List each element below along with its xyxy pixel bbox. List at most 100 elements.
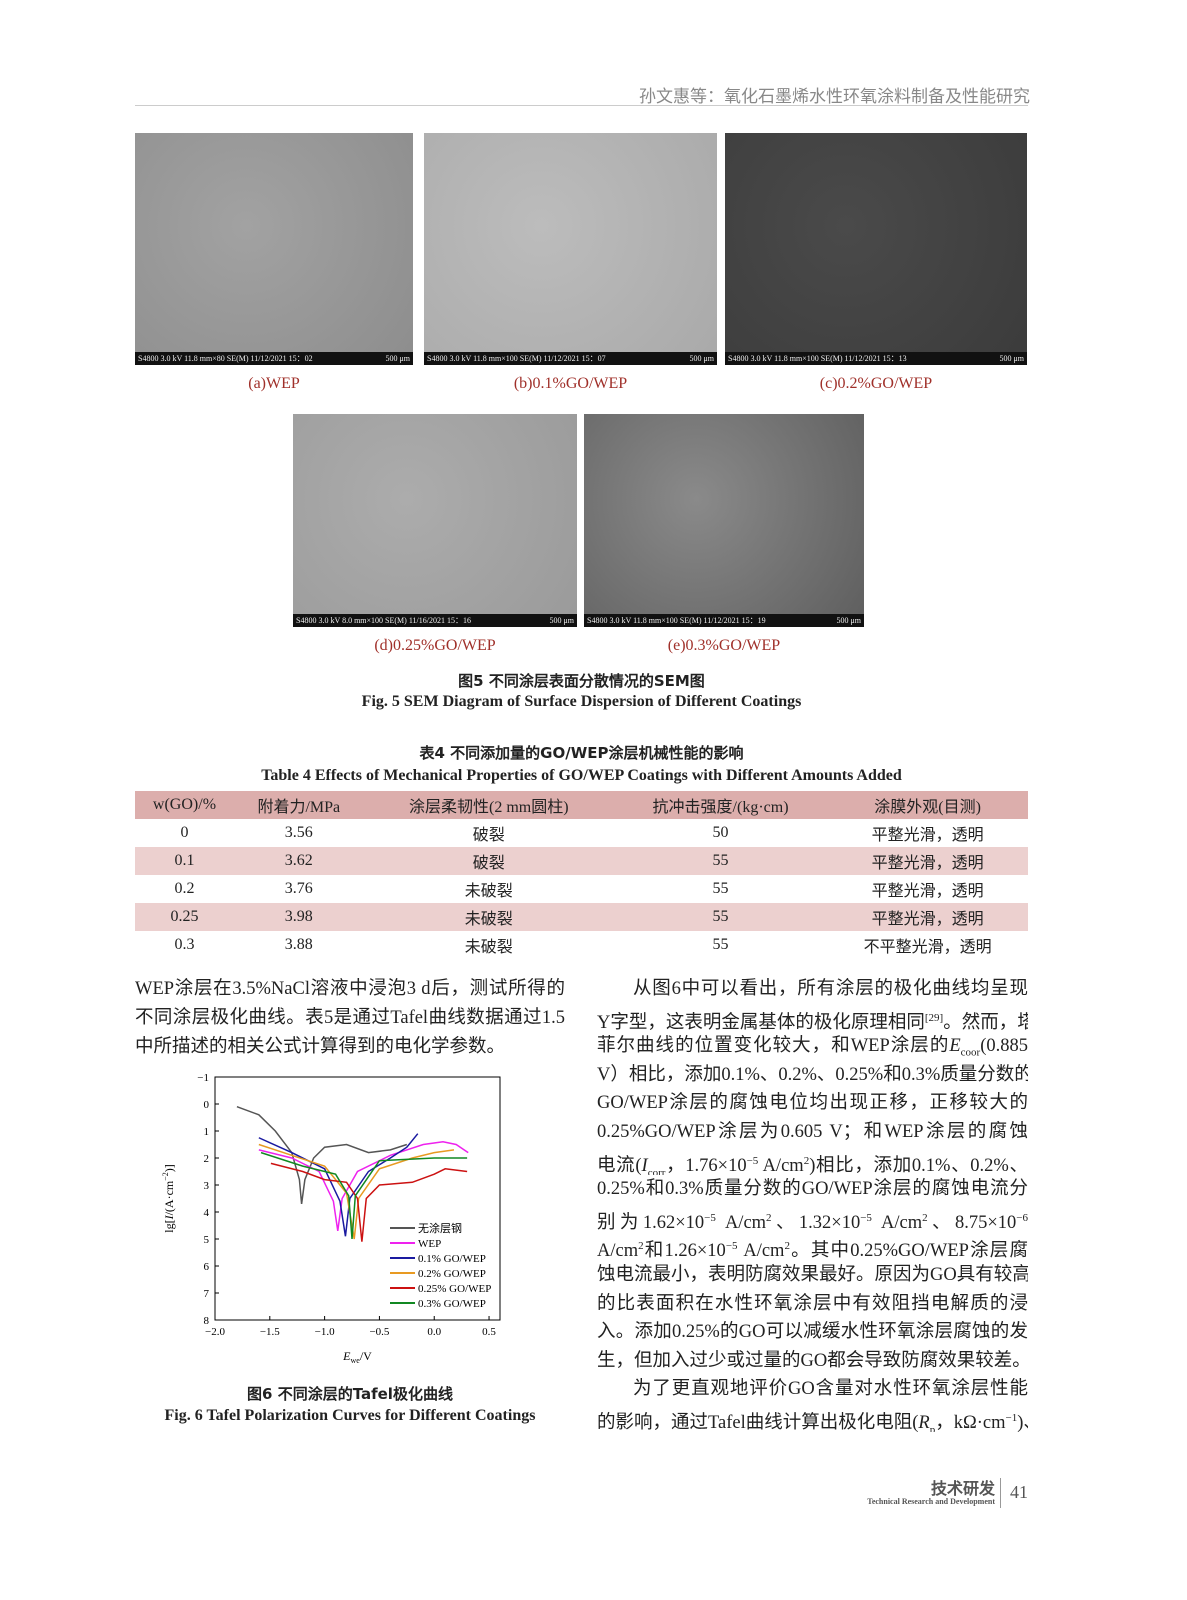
sem-info-bar: S4800 3.0 kV 11.8 mm×100 SE(M) 11/12/202… (584, 614, 864, 627)
sem-scale: 500 μm (385, 354, 410, 363)
text-run: 的影响，通过Tafel曲线计算出极化电阻( (597, 1413, 919, 1432)
sem-info: S4800 3.0 kV 8.0 mm×100 SE(M) 11/16/2021… (296, 616, 471, 625)
sem-label: (c)0.2%GO/WEP (819, 375, 933, 392)
text-run: )相比，添加0.1%、0.2%、 (809, 1155, 1028, 1175)
table-row: 0.25 3.98 未破裂 55 平整光滑，透明 (135, 903, 1028, 931)
text-run: A/cm (758, 1155, 804, 1175)
header-cell: w(GO)/% (152, 796, 217, 813)
y-tick-label: 4 (204, 1207, 210, 1219)
body-line: Y字型，这表明金属基体的极化原理相同[29]。然而，塔 (597, 1005, 1028, 1032)
text-run: A/cm (597, 1241, 639, 1261)
sem-scale: 500 μm (999, 354, 1024, 363)
body-line: GO/WEP涂层的腐蚀电位均出现正移，正移较大的 (597, 1090, 1028, 1117)
sem-info-bar: S4800 3.0 kV 8.0 mm×100 SE(M) 11/16/2021… (293, 614, 577, 627)
table-cell: 3.56 (284, 824, 313, 841)
table-cell: 未破裂 (464, 911, 513, 928)
text-run: 2 (803, 1154, 810, 1167)
x-tick-label: 0.5 (482, 1326, 496, 1338)
text-run: 电流( (597, 1155, 642, 1175)
text-run: )、 (1017, 1413, 1028, 1432)
table-cell: 未破裂 (464, 939, 513, 956)
y-tick-label: 0 (204, 1099, 210, 1111)
label-run: )] (162, 1164, 176, 1172)
sem-image: S4800 3.0 kV 11.8 mm×100 SE(M) 11/12/202… (725, 133, 1027, 365)
table-cell: 0.3 (174, 936, 195, 953)
table-row: 0.1 3.62 破裂 55 平整光滑，透明 (135, 847, 1028, 875)
header-cell: 涂层柔韧性(2 mm圆柱) (408, 799, 569, 816)
curve (258, 1143, 455, 1240)
body-line: 中所描述的相关公式计算得到的电化学参数。 (135, 1037, 506, 1057)
body-line: 菲尔曲线的位置变化较大，和WEP涂层的Ecoor(0.885 (597, 1033, 1028, 1060)
sem-label: (d)0.25%GO/WEP (374, 637, 496, 654)
footer-section: 技术研发 (930, 1479, 995, 1498)
y-tick-label: 7 (204, 1288, 210, 1300)
footer-rule (1000, 1478, 1001, 1508)
table-cell: 平整光滑，透明 (871, 883, 984, 900)
table-title-en: Table 4 Effects of Mechanical Properties… (261, 767, 902, 784)
text-run: (0.885 (980, 1036, 1028, 1057)
sem-info: S4800 3.0 kV 11.8 mm×80 SE(M) 11/12/2021… (138, 354, 313, 363)
text-run: −5 (860, 1211, 872, 1224)
body-line: 入。添加0.25%的GO可以减缓水性环氧涂层腐蚀的发 (597, 1319, 1028, 1346)
text-run: 、8.75×10 (927, 1212, 1017, 1232)
body-line: 0.25%和0.3%质量分数的GO/WEP涂层的腐蚀电流分 (597, 1176, 1028, 1203)
text-run: 2 (922, 1211, 928, 1224)
text-run: 0.25%GO/WEP涂层为0.605 V；和WEP涂层的腐蚀 (597, 1122, 1028, 1142)
text-run: R (918, 1413, 930, 1432)
table-cell: 不平整光滑，透明 (863, 939, 992, 956)
body-line: V）相比，添加0.1%、0.2%、0.25%和0.3%质量分数的 (597, 1062, 1028, 1089)
text-run: 蚀电流最小，表明防腐效果最好。原因为GO具有较高 (597, 1265, 1028, 1285)
label-run: /V (360, 1349, 372, 1363)
y-tick-label: 2 (204, 1153, 210, 1165)
text-run: 菲尔曲线的位置变化较大，和WEP涂层的 (597, 1036, 950, 1057)
sem-label: (b)0.1%GO/WEP (513, 375, 628, 392)
sem-info: S4800 3.0 kV 11.8 mm×100 SE(M) 11/12/202… (587, 616, 766, 625)
sem-info: S4800 3.0 kV 11.8 mm×100 SE(M) 11/12/202… (427, 354, 606, 363)
body-line: 为了更直观地评价GO含量对水性环氧涂层性能 (633, 1376, 1028, 1403)
curve (260, 1151, 468, 1240)
text-run: 的比表面积在水性环氧涂层中有效阻挡电解质的浸 (597, 1293, 1028, 1314)
body-line: A/cm2和1.26×10−5 A/cm2。其中0.25%GO/WEP涂层腐 (597, 1233, 1028, 1260)
table-title-cn: 表4 不同添加量的GO/WEP涂层机械性能的影响 (419, 744, 744, 762)
table-cell: 55 (712, 908, 729, 925)
table-row: 0.2 3.76 未破裂 55 平整光滑，透明 (135, 875, 1028, 903)
header-cell: 附着力/MPa (257, 799, 341, 816)
legend-label: 0.25% GO/WEP (418, 1283, 491, 1295)
y-tick-label: 6 (204, 1261, 210, 1273)
plot-frame (214, 1076, 501, 1321)
header-rule (135, 105, 1028, 106)
y-tick-label: 1 (204, 1126, 210, 1138)
text-run: −1 (1005, 1412, 1018, 1424)
sem-image: S4800 3.0 kV 11.8 mm×100 SE(M) 11/12/202… (424, 133, 717, 365)
table-cell: 55 (712, 936, 729, 953)
x-tick-label: −1.5 (260, 1326, 280, 1338)
body-line: 电流(Icorr，1.76×10−5 A/cm2)相比，添加0.1%、0.2%、 (597, 1148, 1028, 1175)
text-run: 为了更直观地评价GO含量对水性环氧涂层性能 (633, 1379, 1028, 1400)
header-cell: 涂膜外观(目测) (874, 799, 981, 816)
text-run: 2 (638, 1240, 644, 1253)
sem-label: (a)WEP (248, 375, 300, 392)
table-cell: 平整光滑，透明 (871, 827, 984, 844)
sem-scale: 500 μm (836, 616, 861, 625)
sem-scale: 500 μm (689, 354, 714, 363)
body-line: 0.25%GO/WEP涂层为0.605 V；和WEP涂层的腐蚀 (597, 1119, 1028, 1146)
text-run: 2 (766, 1211, 772, 1224)
table-cell: 0.2 (174, 880, 195, 897)
table-cell: 3.98 (284, 908, 313, 925)
text-run: 生，但加入过少或过量的GO都会导致防腐效果较差。 (597, 1350, 1028, 1371)
body-line: WEP涂层在3.5%NaCl溶液中浸泡3 d后，测试所得的 (135, 979, 565, 999)
text-run: p (929, 1423, 936, 1432)
text-run: 别为1.62×10 (597, 1212, 705, 1232)
body-line: 别为1.62×10−5 A/cm2、1.32×10−5 A/cm2、8.75×1… (597, 1205, 1028, 1232)
label-run: /(A·cm (162, 1180, 176, 1215)
table-cell: 平整光滑，透明 (871, 911, 984, 928)
sem-info-bar: S4800 3.0 kV 11.8 mm×100 SE(M) 11/12/202… (725, 352, 1027, 365)
curve (236, 1105, 408, 1205)
y-tick-label: 5 (204, 1234, 210, 1246)
legend-label: 0.2% GO/WEP (418, 1268, 486, 1280)
text-run: −5 (704, 1211, 716, 1224)
fig6-caption-cn: 图6 不同涂层的Tafel极化曲线 (247, 1385, 453, 1403)
legend-label: 0.3% GO/WEP (418, 1298, 486, 1310)
text-run: ，kΩ·cm (935, 1413, 1006, 1432)
